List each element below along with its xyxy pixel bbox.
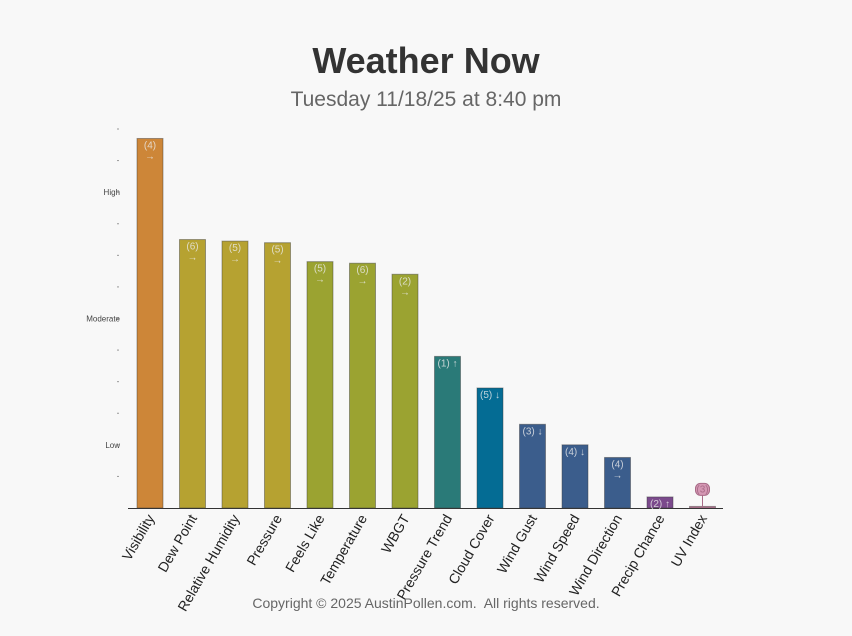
y-level-label: Moderate xyxy=(86,315,120,324)
value-label: (2) xyxy=(399,276,411,287)
bar xyxy=(179,239,206,509)
bar xyxy=(391,273,419,509)
category-label: WBGT xyxy=(378,511,413,556)
value-label: (1) ↑ xyxy=(438,358,458,369)
trend-arrow: → xyxy=(273,256,283,267)
bar xyxy=(646,496,674,509)
value-label: (4) xyxy=(611,459,623,470)
value-label: (5) xyxy=(271,245,283,256)
bar xyxy=(221,240,249,509)
bar xyxy=(561,444,589,509)
trend-arrow: → xyxy=(400,287,410,298)
bar xyxy=(476,387,504,509)
value-label: (2) ↑ xyxy=(650,499,670,510)
page-subtitle: Tuesday 11/18/25 at 8:40 pm xyxy=(290,88,562,111)
value-label: (4) xyxy=(144,140,156,151)
trend-arrow: → xyxy=(188,253,198,264)
bar xyxy=(604,456,631,509)
y-level-label: Low xyxy=(105,441,120,450)
category-label: UV Index xyxy=(667,512,710,570)
bar xyxy=(264,242,291,509)
page-title: Weather Now xyxy=(312,40,540,81)
bar xyxy=(434,355,461,509)
category-label: Wind Gust xyxy=(494,511,541,576)
category-label: Feels Like xyxy=(282,511,328,574)
bar xyxy=(349,262,376,509)
trend-arrow: → xyxy=(230,254,240,265)
value-label: (5) xyxy=(314,264,326,275)
copyright-footer: Copyright © 2025 AustinPollen.com. All r… xyxy=(252,595,600,611)
trend-arrow: → xyxy=(315,275,325,286)
value-label: (6) xyxy=(356,265,368,276)
bar xyxy=(136,137,164,509)
category-label: Pressure xyxy=(243,511,285,568)
value-label: (6) xyxy=(186,242,198,253)
trend-arrow: → xyxy=(145,151,155,162)
value-label: (5) ↓ xyxy=(480,390,500,401)
value-label: (3) ↓ xyxy=(523,426,543,437)
category-label: Dew Point xyxy=(154,511,200,574)
value-label: (4) ↓ xyxy=(565,447,585,458)
bar xyxy=(306,261,334,509)
trend-arrow: → xyxy=(358,276,368,287)
value-label: (3) xyxy=(696,484,708,495)
bar xyxy=(519,423,546,509)
category-label: Visibility xyxy=(119,512,158,564)
y-level-label: High xyxy=(104,188,120,197)
trend-arrow: → xyxy=(613,470,623,481)
value-label: (5) xyxy=(229,243,241,254)
